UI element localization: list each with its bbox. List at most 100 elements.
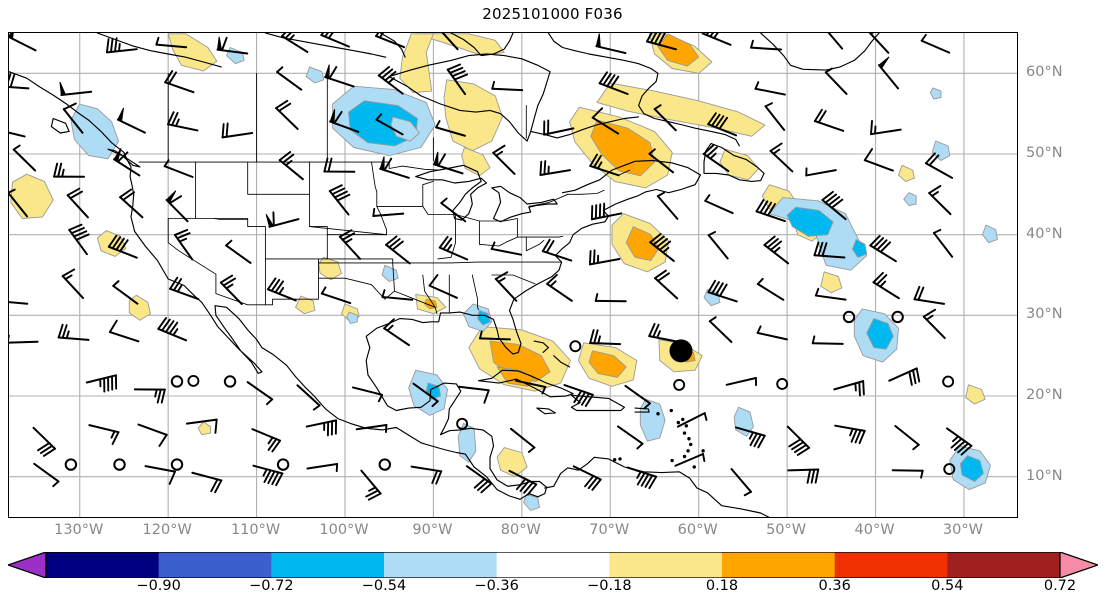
- barb-shaft: [306, 462, 339, 470]
- barb-shaft: [674, 453, 705, 467]
- island-dot: [701, 449, 705, 453]
- cyclone-center-marker[interactable]: [669, 339, 693, 363]
- coastline: [544, 456, 595, 489]
- map-panel[interactable]: [8, 32, 1018, 518]
- barb-full: [652, 323, 660, 338]
- wind-barb: [764, 102, 786, 131]
- barb-full: [915, 367, 921, 383]
- island-dot: [684, 424, 689, 428]
- barb-half: [495, 150, 504, 157]
- barb-full: [338, 229, 353, 238]
- island-dot: [687, 437, 691, 441]
- barb-full: [266, 277, 277, 291]
- barb-half: [387, 77, 395, 84]
- barb-shaft: [707, 234, 729, 260]
- wind-barb: [320, 286, 352, 305]
- barb-full: [333, 190, 348, 199]
- wind-barb: [648, 148, 675, 174]
- barb-full: [57, 323, 64, 339]
- barb-shaft: [656, 195, 679, 220]
- border-line: [525, 236, 545, 252]
- lon-tick-label: 100°W: [319, 522, 369, 538]
- wind-barb: [756, 277, 785, 301]
- barb-shaft: [435, 126, 466, 137]
- wind-barb: [61, 268, 85, 300]
- wind-barb: [465, 465, 493, 494]
- calm-station-circle: [943, 463, 956, 476]
- barb-shaft: [116, 118, 146, 134]
- barb-shaft: [932, 231, 954, 258]
- barb-shaft: [515, 379, 547, 389]
- wind-barb: [185, 418, 218, 434]
- colorbar[interactable]: −0.90 −0.72 −0.54 −0.36 −0.18 0.18 0.36 0.54 0.7…: [8, 552, 1098, 612]
- barb-full: [817, 110, 827, 124]
- border-line: [394, 290, 436, 308]
- anomaly-contour: [523, 493, 540, 511]
- barb-full: [706, 146, 718, 158]
- border-line: [516, 235, 563, 238]
- barb-full: [766, 238, 779, 249]
- wind-barb: [508, 469, 538, 496]
- barb-half: [661, 246, 670, 254]
- anomaly-contour: [866, 318, 894, 350]
- wind-barb: [191, 471, 223, 494]
- barb-full: [610, 75, 620, 89]
- lon-tick-label: 50°W: [766, 522, 807, 538]
- barb-full: [543, 160, 547, 176]
- barb-full: [850, 428, 858, 443]
- barb-shaft: [814, 294, 847, 301]
- wind-barb: [173, 228, 194, 261]
- barb-full: [173, 228, 189, 236]
- coastline: [388, 53, 551, 142]
- barb-shaft: [351, 386, 384, 396]
- barb-full: [577, 391, 587, 405]
- barb-full: [324, 33, 329, 38]
- island-dot: [682, 431, 687, 435]
- wind-barb: [225, 239, 252, 264]
- barb-half: [284, 159, 293, 167]
- lon-tick-label: 30°W: [942, 522, 983, 538]
- barb-shaft: [440, 202, 467, 223]
- barb-full: [810, 468, 816, 484]
- barb-full: [336, 193, 351, 202]
- barb-half: [811, 335, 816, 345]
- wind-barb: [624, 384, 651, 410]
- barb-full: [473, 477, 486, 489]
- barb-shaft: [863, 159, 894, 172]
- barb-full: [449, 66, 464, 74]
- barb-full: [769, 240, 783, 251]
- coastline: [703, 142, 765, 182]
- wind-barb: [432, 151, 464, 175]
- barb-half: [707, 230, 717, 237]
- border-line: [388, 161, 440, 171]
- barb-half: [594, 292, 599, 302]
- barb-pennant: [265, 213, 275, 228]
- wind-barb: [412, 382, 439, 408]
- wind-barb: [280, 33, 309, 54]
- barb-full: [278, 102, 292, 112]
- barb-shaft: [320, 292, 352, 305]
- wind-barb: [872, 271, 900, 300]
- lon-tick-label: 110°W: [230, 522, 281, 538]
- wind-barb: [435, 120, 466, 137]
- barb-full: [271, 471, 280, 486]
- barb-full: [160, 388, 166, 404]
- barb-half: [377, 393, 383, 403]
- barb-half: [849, 427, 854, 437]
- barb-full: [587, 476, 599, 490]
- island-dot: [618, 457, 622, 461]
- barb-half: [381, 289, 386, 298]
- wind-barb: [708, 316, 733, 343]
- barb-full: [115, 237, 125, 251]
- barb-half: [772, 148, 781, 155]
- barb-half: [176, 284, 183, 293]
- barb-half: [814, 287, 820, 297]
- barb-half: [925, 314, 934, 321]
- wind-barb: [928, 184, 952, 216]
- barb-full: [107, 234, 118, 248]
- barb-shaft: [756, 331, 788, 341]
- barb-full: [814, 468, 820, 484]
- wind-barb: [750, 39, 783, 51]
- barb-shaft: [676, 412, 706, 428]
